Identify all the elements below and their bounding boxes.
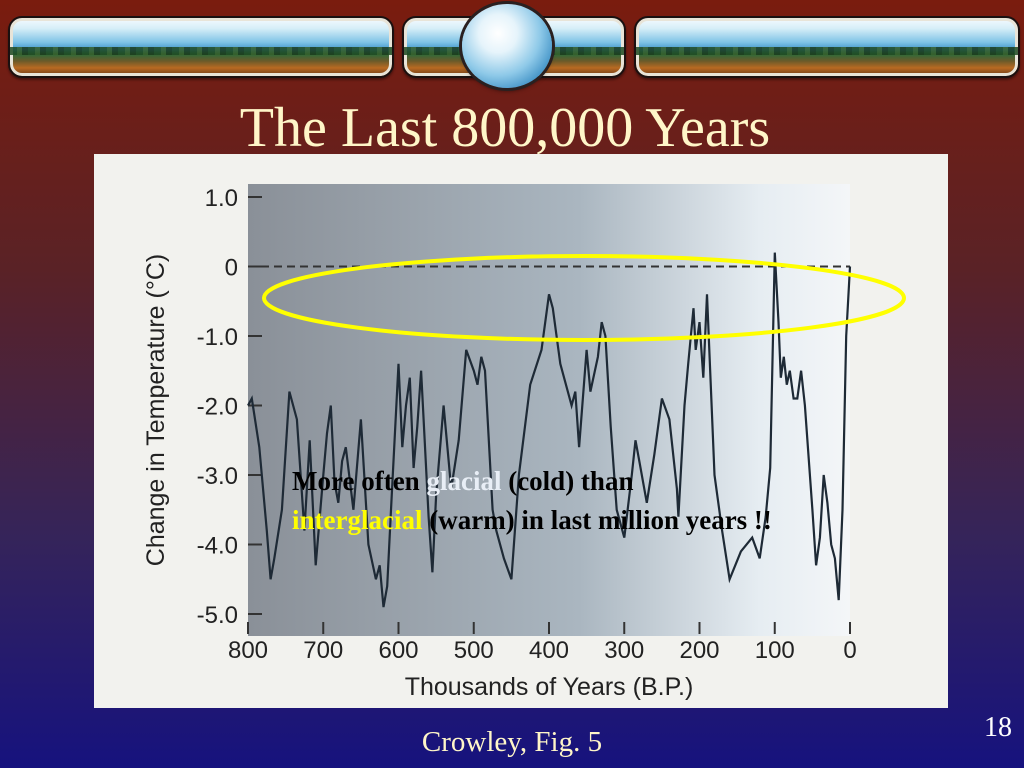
x-tick-label: 100 — [755, 637, 795, 664]
y-tick-label: -4.0 — [197, 533, 238, 560]
annotation-interglacial-word: interglacial — [292, 505, 423, 535]
y-tick-label: -5.0 — [197, 602, 238, 629]
y-tick-label: 0 — [225, 255, 238, 282]
x-tick-label: 600 — [378, 637, 418, 664]
temperature-chart: 1.0 0 -1.0 -2.0 -3.0 -4.0 -5.0 800 700 600 500 400… — [94, 154, 948, 708]
temperature-series-line — [247, 252, 852, 608]
x-tick-label: 500 — [454, 637, 494, 664]
chart-canvas: 1.0 0 -1.0 -2.0 -3.0 -4.0 -5.0 800 700 600 500 400… — [142, 184, 906, 701]
slide-title: The Last 800,000 Years — [239, 97, 771, 159]
annotation-part1: More often — [292, 466, 427, 496]
landscape-banner-left — [8, 16, 394, 78]
annotation-part3: (warm) in last million years !! — [422, 505, 772, 535]
annotation-part2: (cold) than — [501, 466, 634, 496]
annotation-glacial-word: glacial — [426, 466, 502, 496]
x-tick-label: 700 — [303, 637, 343, 664]
highlight-ellipse — [262, 254, 906, 342]
x-tick-label: 200 — [679, 637, 719, 664]
x-tick-label: 800 — [228, 637, 268, 664]
y-tick-label: -2.0 — [197, 394, 238, 421]
globe-icon — [462, 4, 552, 88]
plot-area — [248, 184, 850, 636]
landscape-banner-right — [634, 16, 1020, 78]
y-tick-label: -3.0 — [197, 463, 238, 490]
x-tick-label: 300 — [604, 637, 644, 664]
x-tick-label: 0 — [843, 637, 856, 664]
x-tick-label: 400 — [529, 637, 569, 664]
slide-number: 18 — [984, 712, 1012, 743]
y-tick-label: -1.0 — [197, 324, 238, 351]
annotation-text: More often glacial (cold) than interglaci… — [292, 462, 932, 540]
x-axis-title: Thousands of Years (B.P.) — [405, 673, 694, 701]
source-caption: Crowley, Fig. 5 — [421, 726, 603, 758]
y-axis-title: Change in Temperature (°C) — [142, 254, 170, 566]
y-tick-label: 1.0 — [205, 185, 238, 212]
